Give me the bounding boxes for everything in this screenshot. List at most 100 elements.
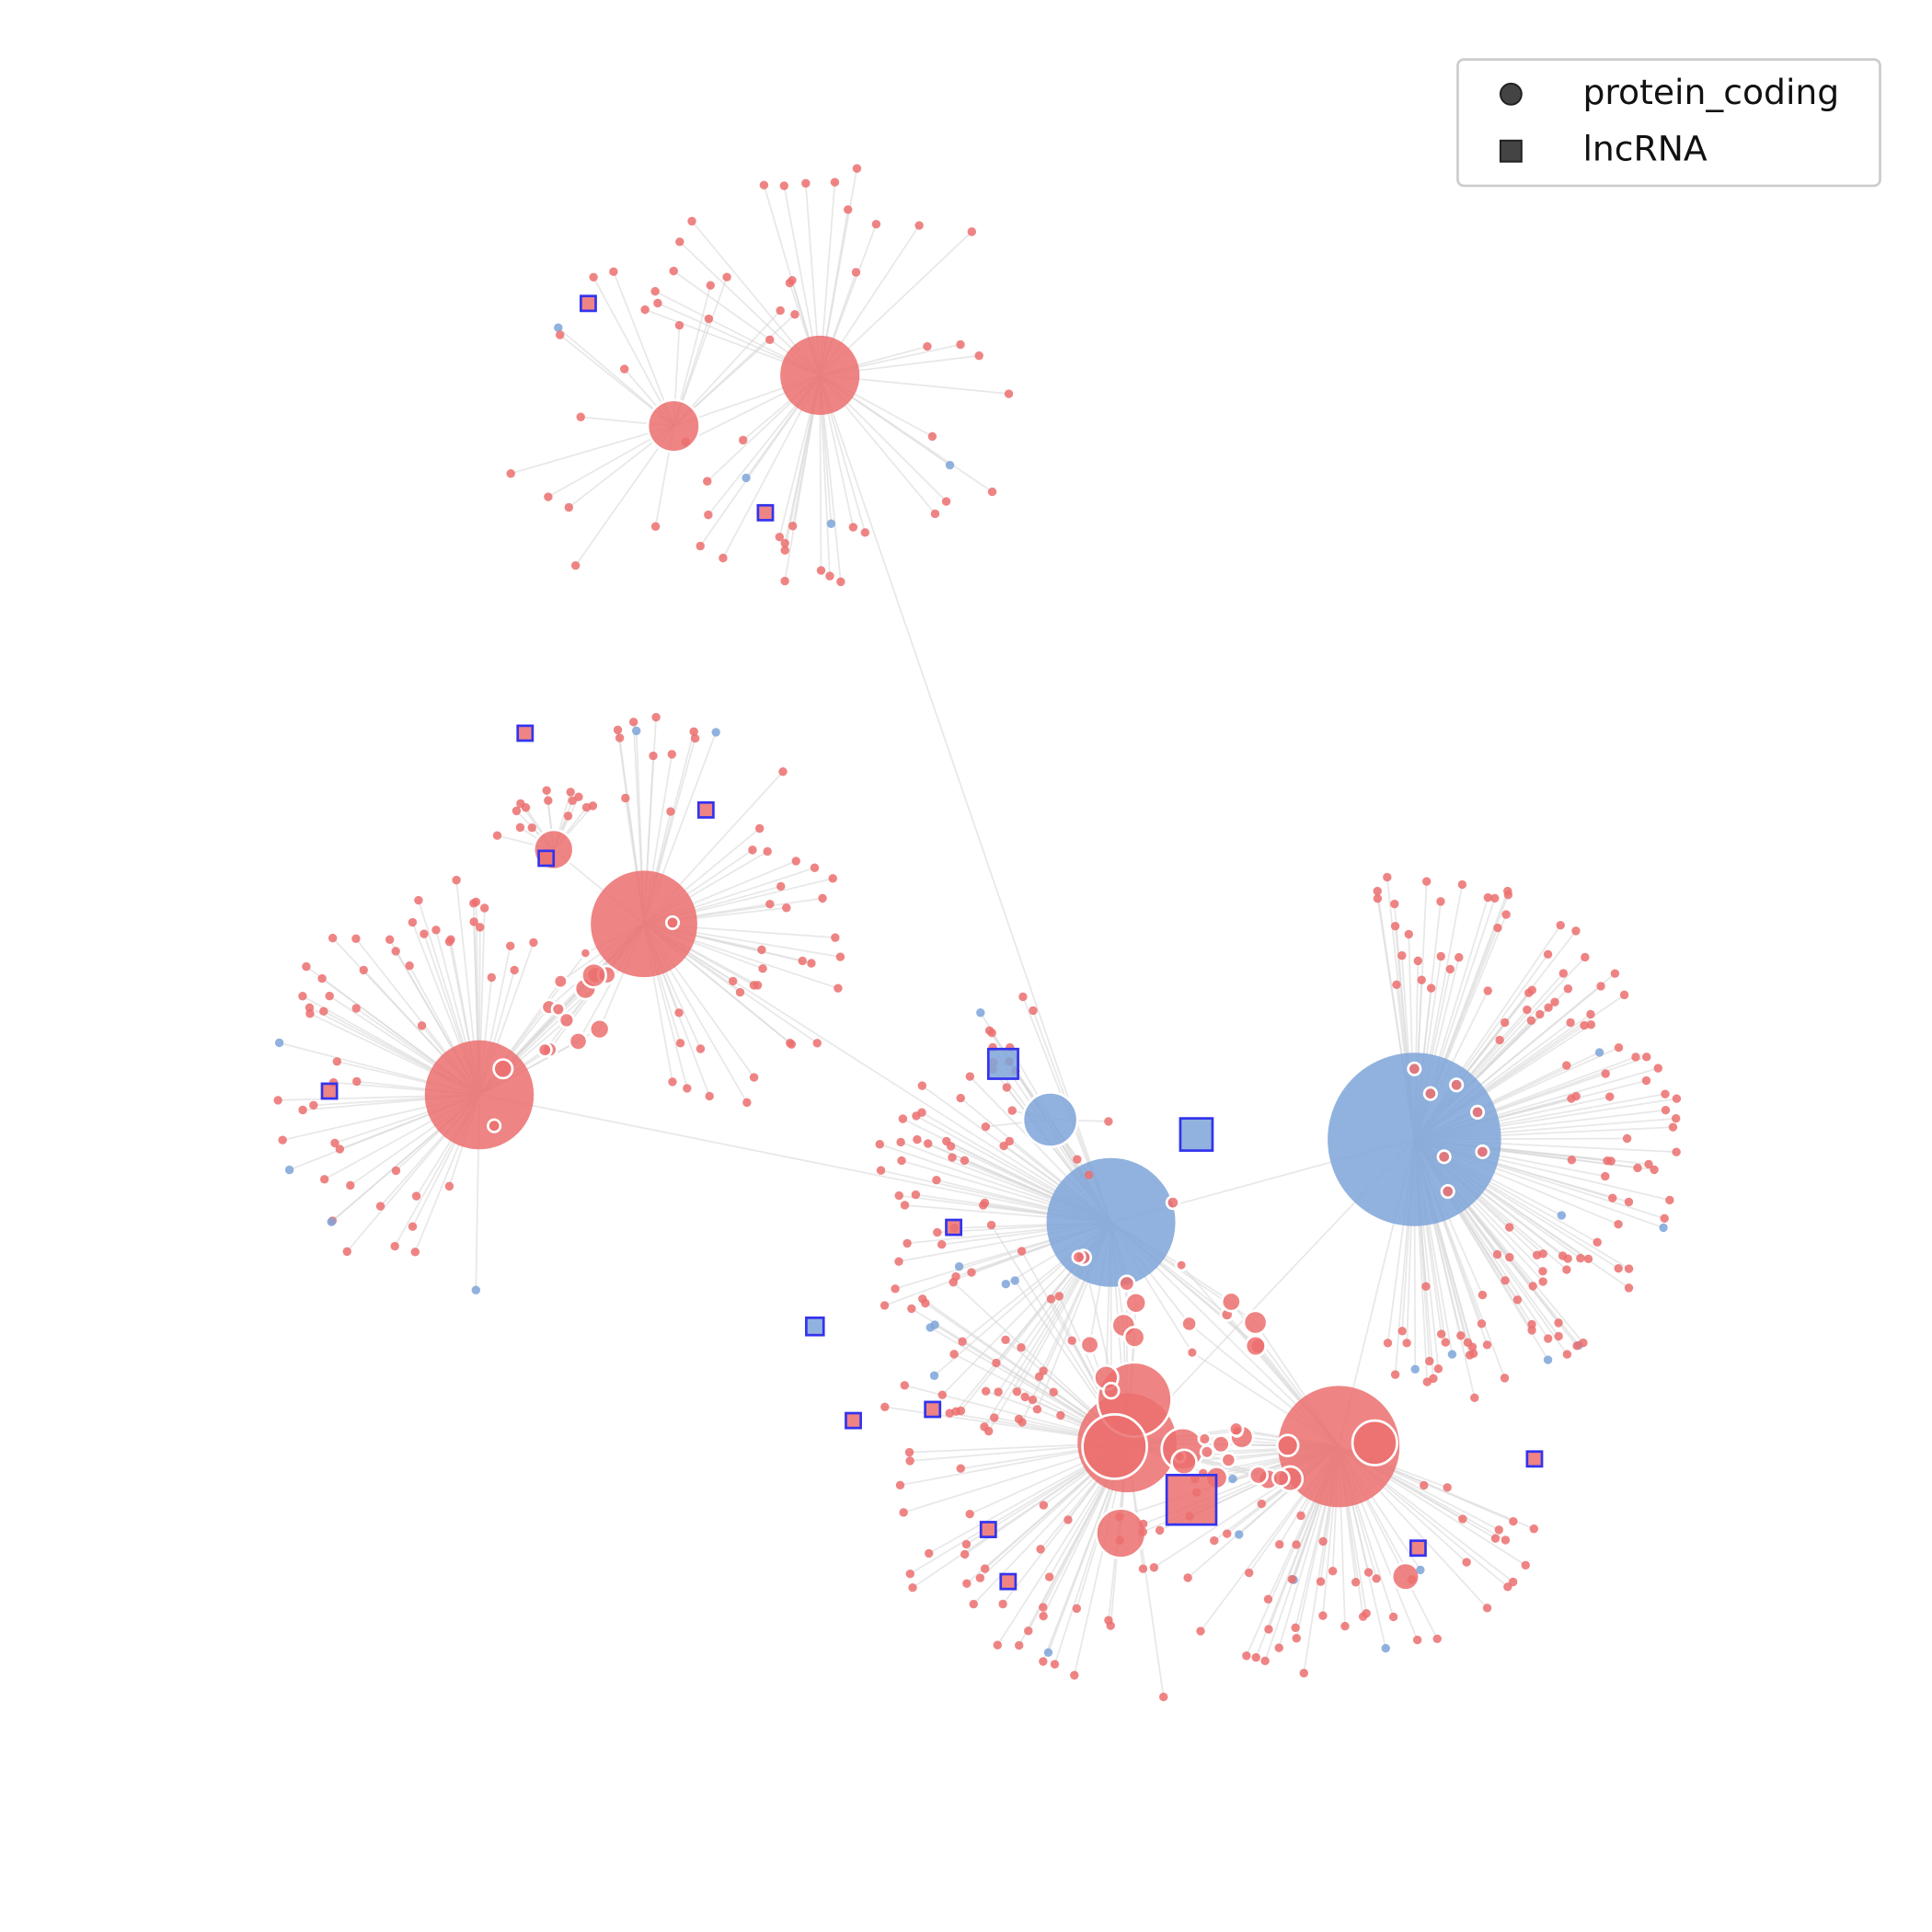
- gene-node: [960, 1156, 970, 1166]
- gene-node: [1039, 1501, 1049, 1510]
- gene-node: [1672, 1147, 1681, 1156]
- gene-node: [352, 1076, 362, 1087]
- gene-node: [1571, 1091, 1581, 1101]
- gene-node: [1392, 980, 1401, 990]
- gene-node: [1493, 923, 1502, 933]
- gene-node: [664, 914, 681, 930]
- gene-node: [780, 538, 789, 548]
- gene-node: [831, 933, 840, 942]
- gene-node: [1468, 1349, 1478, 1358]
- gene-node: [444, 937, 454, 947]
- gene-node: [1260, 1656, 1270, 1666]
- gene-node: [1505, 1252, 1514, 1262]
- gene-node: [983, 1426, 994, 1436]
- lncrna-node: [945, 1218, 962, 1236]
- gene-node: [1138, 1527, 1148, 1536]
- gene-node: [748, 845, 757, 855]
- gene-node: [974, 351, 983, 361]
- gene-node: [775, 532, 785, 542]
- gene-node: [1115, 1512, 1124, 1522]
- gene-node: [516, 799, 525, 809]
- gene-node: [999, 1141, 1008, 1151]
- gene-node: [1196, 1627, 1205, 1636]
- gene-node: [1641, 1075, 1651, 1086]
- gene-node: [476, 923, 485, 932]
- gene-node: [896, 1137, 905, 1147]
- gene-node: [568, 1030, 589, 1052]
- gene-node: [1036, 1545, 1045, 1554]
- gene-node: [1263, 1594, 1273, 1604]
- gene-node: [619, 364, 629, 374]
- gene-node: [949, 1278, 958, 1287]
- gene-node: [969, 1599, 978, 1609]
- gene-node: [1014, 1414, 1024, 1424]
- gene-node: [1390, 1561, 1421, 1592]
- gene-node: [1526, 1016, 1536, 1026]
- gene-node: [1292, 1634, 1301, 1643]
- gene-node: [1580, 1020, 1589, 1030]
- gene-node: [510, 965, 519, 975]
- gene-node: [1358, 1612, 1368, 1621]
- gene-node: [704, 510, 713, 520]
- gene-node: [895, 1480, 905, 1490]
- lncrna-node: [537, 849, 556, 868]
- gene-node: [1571, 926, 1581, 936]
- gene-node: [1197, 1432, 1213, 1446]
- gene-node: [1544, 1003, 1553, 1012]
- gene-node: [1470, 1393, 1479, 1403]
- gene-node: [1122, 1326, 1146, 1349]
- gene-node: [1550, 997, 1559, 1006]
- network: protein_coding lncRNA: [273, 58, 1881, 1702]
- gene-node: [1477, 1319, 1487, 1328]
- gene-node: [1608, 1193, 1617, 1202]
- edges: [278, 167, 1677, 1697]
- gene-node: [391, 1166, 401, 1176]
- gene-node: [1244, 1568, 1254, 1578]
- gene-node: [515, 822, 525, 833]
- gene-node: [568, 796, 577, 806]
- gene-node: [759, 180, 769, 190]
- gene-node: [913, 1134, 922, 1144]
- gene-node: [558, 1011, 576, 1029]
- gene-node: [411, 1191, 421, 1201]
- gene-node: [765, 899, 775, 909]
- gene-node: [669, 266, 678, 276]
- gene-node: [328, 933, 338, 943]
- gene-node: [903, 1238, 912, 1248]
- gene-node: [1165, 1195, 1180, 1211]
- gene-node: [552, 973, 569, 990]
- gene-node: [776, 881, 786, 891]
- gene-node: [681, 437, 691, 447]
- gene-node: [1501, 1535, 1511, 1545]
- gene-node: [711, 728, 720, 737]
- gene-node: [904, 1447, 914, 1457]
- gene-node: [703, 477, 712, 486]
- gene-node: [1449, 1077, 1465, 1093]
- gene-node: [1672, 1094, 1682, 1103]
- gene-node: [1593, 1237, 1602, 1247]
- gene-node: [937, 1239, 947, 1249]
- gene-node: [1521, 1560, 1530, 1570]
- gene-node: [981, 1386, 991, 1396]
- gene-node: [492, 1058, 514, 1080]
- gene-node: [742, 473, 751, 483]
- gene-node: [576, 412, 585, 421]
- gene-node: [1017, 1342, 1026, 1352]
- gene-node: [469, 899, 478, 908]
- gene-node: [1264, 1625, 1273, 1634]
- gene-node: [899, 1508, 908, 1517]
- gene-node: [487, 1118, 502, 1133]
- gene-node: [1624, 1264, 1634, 1273]
- gene-node: [554, 323, 563, 332]
- gene-node: [1383, 872, 1392, 882]
- gene-node: [1278, 1386, 1400, 1508]
- gene-node: [1291, 1623, 1300, 1632]
- gene-node: [1115, 1535, 1124, 1546]
- gene-node: [1581, 952, 1590, 962]
- gene-node: [1373, 893, 1383, 903]
- gene-node: [1445, 964, 1455, 974]
- gene-node: [1416, 1565, 1425, 1575]
- gene-node: [1661, 1105, 1671, 1115]
- gene-node: [763, 846, 772, 857]
- gene-node: [405, 961, 414, 971]
